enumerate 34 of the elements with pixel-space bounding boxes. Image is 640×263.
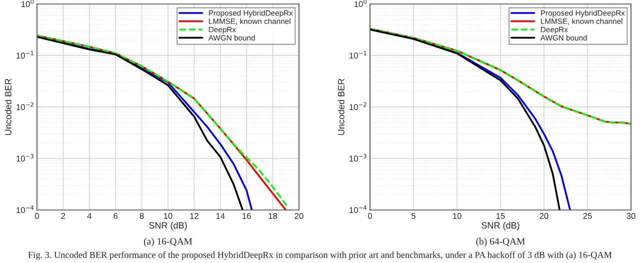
x-tick-label: 4 — [87, 213, 92, 219]
y-tick-label: 10$^{−1}$ — [350, 51, 366, 59]
y-axis-title: Uncoded BER — [338, 78, 344, 135]
x-tick-label: 16 — [242, 213, 251, 219]
x-tick-label: 6 — [114, 213, 118, 219]
caption: Fig. 3. Uncoded BER performance of the proposed HybridDeepRx in comparison with prior art and benchmarks, under a PA backoff of 3 dB with (a) 16-QAM — [28, 251, 612, 260]
x-tick-label: 25 — [583, 213, 592, 219]
y-tick-label: 10$^{−4}$ — [350, 206, 367, 214]
x-tick-label: 10 — [164, 213, 172, 219]
x-tick-label: 12 — [190, 213, 198, 219]
y-tick-label: 10$^{−1}$ — [16, 51, 34, 59]
y-tick-label: 10$^{−3}$ — [350, 154, 366, 162]
x-tick-label: 18 — [268, 213, 278, 219]
x-tick-label: 14 — [216, 213, 225, 219]
y-axis-title: Uncoded BER — [4, 78, 12, 135]
x-axis-title: SNR (dB) — [482, 222, 520, 230]
x-tick-label: 8 — [140, 213, 144, 219]
x-tick-label: 5 — [412, 213, 416, 219]
x-axis-title: SNR (dB) — [149, 222, 187, 230]
text: (b) 64-QAM — [476, 238, 525, 247]
y-tick-label: 10$^{−2}$ — [16, 102, 34, 110]
y-tick-label: 10$^{−2}$ — [350, 102, 366, 110]
x-tick-label: 30 — [626, 213, 636, 219]
line-series — [370, 28, 631, 125]
x-tick-label: 20 — [294, 213, 304, 219]
y-tick-label: 10$^{−3}$ — [16, 154, 34, 162]
x-tick-label: 2 — [61, 213, 66, 219]
x-tick-label: 10 — [453, 213, 462, 219]
text: (a) 16-QAM — [144, 238, 192, 247]
x-tick-label: 20 — [540, 213, 548, 219]
x-tick-label: 15 — [496, 213, 505, 219]
x-tick-label: 0 — [35, 213, 39, 219]
x-tick-label: 0 — [368, 213, 372, 219]
y-tick-label: 10$^{−4}$ — [16, 206, 34, 214]
